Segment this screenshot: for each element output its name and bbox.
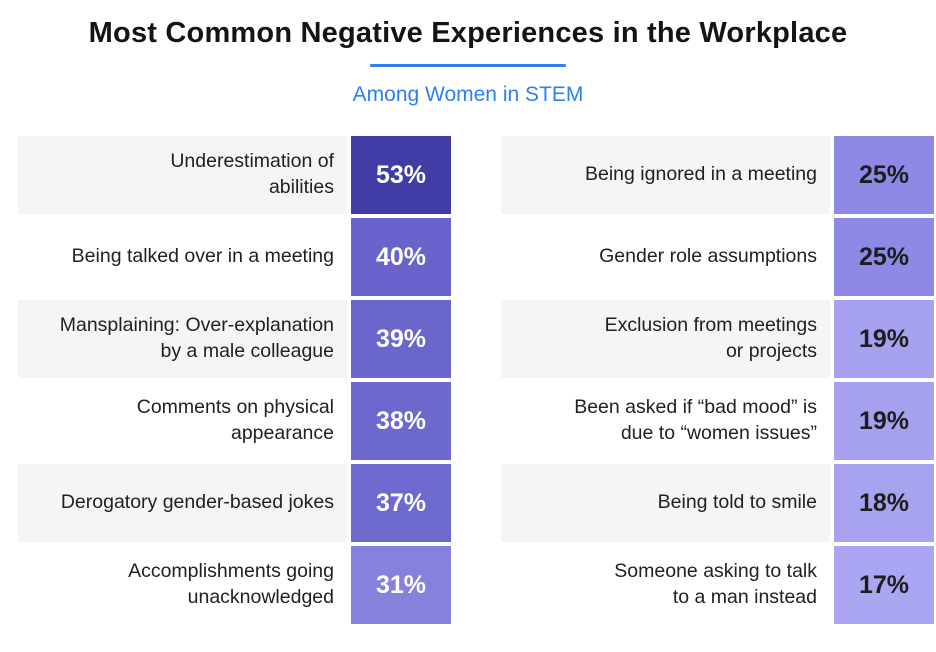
experience-label: Being talked over in a meeting [18, 218, 347, 296]
value-box: 17% [834, 546, 934, 624]
table-row: Gender role assumptions 25% [501, 218, 934, 296]
table-row: Been asked if “bad mood” is due to “wome… [501, 382, 934, 460]
experience-label: Exclusion from meetings or projects [501, 300, 830, 378]
experience-label: Underestimation of abilities [18, 136, 347, 214]
value-box: 25% [834, 218, 934, 296]
experience-label: Being ignored in a meeting [501, 136, 830, 214]
experience-label: Being told to smile [501, 464, 830, 542]
table-row: Underestimation of abilities 53% [18, 136, 451, 214]
experience-label: Comments on physical appearance [18, 382, 347, 460]
value-box: 53% [351, 136, 451, 214]
value-box: 40% [351, 218, 451, 296]
table-row: Being ignored in a meeting 25% [501, 136, 934, 214]
left-column: Underestimation of abilities 53% Being t… [18, 136, 451, 624]
value-box: 19% [834, 300, 934, 378]
table-row: Being told to smile 18% [501, 464, 934, 542]
chart-grid: Underestimation of abilities 53% Being t… [0, 107, 936, 624]
value-box: 37% [351, 464, 451, 542]
value-box: 31% [351, 546, 451, 624]
value-box: 38% [351, 382, 451, 460]
value-box: 39% [351, 300, 451, 378]
experience-label: Derogatory gender-based jokes [18, 464, 347, 542]
table-row: Comments on physical appearance 38% [18, 382, 451, 460]
experience-label: Mansplaining: Over-explanation by a male… [18, 300, 347, 378]
table-row: Being talked over in a meeting 40% [18, 218, 451, 296]
title-underline-divider [370, 64, 566, 67]
right-column: Being ignored in a meeting 25% Gender ro… [501, 136, 934, 624]
experience-label: Been asked if “bad mood” is due to “wome… [501, 382, 830, 460]
value-box: 18% [834, 464, 934, 542]
experience-label: Someone asking to talk to a man instead [501, 546, 830, 624]
table-row: Someone asking to talk to a man instead … [501, 546, 934, 624]
page-title: Most Common Negative Experiences in the … [88, 17, 848, 49]
chart-subtitle: Among Women in STEM [352, 83, 584, 106]
experience-label: Accomplishments going unacknowledged [18, 546, 347, 624]
table-row: Mansplaining: Over-explanation by a male… [18, 300, 451, 378]
table-row: Exclusion from meetings or projects 19% [501, 300, 934, 378]
table-row: Derogatory gender-based jokes 37% [18, 464, 451, 542]
experience-label: Gender role assumptions [501, 218, 830, 296]
table-row: Accomplishments going unacknowledged 31% [18, 546, 451, 624]
value-box: 25% [834, 136, 934, 214]
value-box: 19% [834, 382, 934, 460]
